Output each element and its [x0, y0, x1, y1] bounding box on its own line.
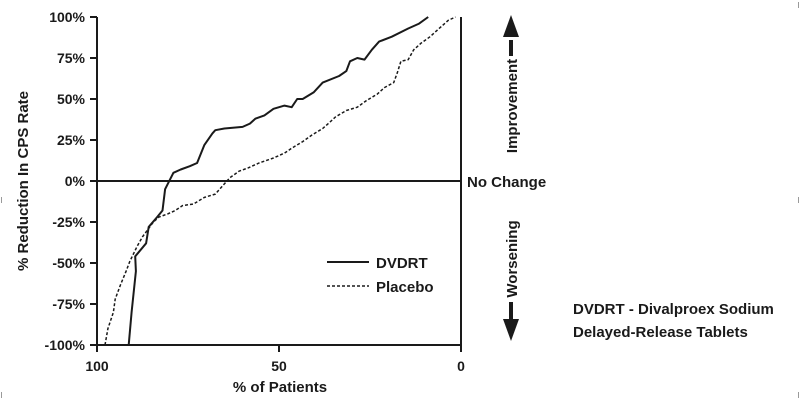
improvement-label: Improvement — [504, 59, 521, 153]
x-tick-label: 0 — [457, 358, 465, 374]
frame-dash-top-right — [798, 2, 799, 8]
y-tick-label: 50% — [57, 91, 86, 107]
x-tick-label: 50 — [271, 358, 287, 374]
arrow-down-icon — [503, 302, 519, 341]
y-tick-label: 100% — [49, 9, 85, 25]
no-change-label: No Change — [467, 174, 546, 191]
y-tick-label: 75% — [57, 50, 86, 66]
arrow-up-icon — [503, 15, 519, 56]
x-axis-title: % of Patients — [233, 379, 327, 396]
x-tick-label: 100 — [85, 358, 109, 374]
worsening-label: Worsening — [504, 220, 521, 297]
reference-line-group: No Change — [97, 174, 546, 191]
legend-label-placebo: Placebo — [376, 279, 434, 296]
frame-dash-mid-right — [798, 197, 799, 203]
frame-dash-mid-left — [1, 197, 2, 203]
y-axis: 100% 75% 50% 25% 0% -25% -50% -75% -100% — [45, 9, 97, 353]
footnote-line-1: DVDRT - Divalproex Sodium — [573, 301, 774, 318]
y-tick-label: -25% — [52, 214, 85, 230]
y-tick-label: -100% — [45, 337, 86, 353]
frame-dash-low-left — [1, 392, 2, 398]
y-axis-title: % Reduction In CPS Rate — [15, 91, 32, 271]
y-tick-label: 0% — [65, 173, 86, 189]
y-tick-label: 25% — [57, 132, 86, 148]
series-line-placebo — [104, 16, 456, 346]
series-line-dvdrt — [127, 16, 429, 346]
series-group — [104, 16, 456, 346]
x-axis: 100 50 0 — [85, 345, 465, 374]
legend-label-dvdrt: DVDRT — [376, 255, 428, 272]
frame-dash-low-right — [798, 392, 799, 398]
footnote-line-2: Delayed-Release Tablets — [573, 324, 748, 341]
y-tick-label: -50% — [52, 255, 85, 271]
y-tick-label: -75% — [52, 296, 85, 312]
